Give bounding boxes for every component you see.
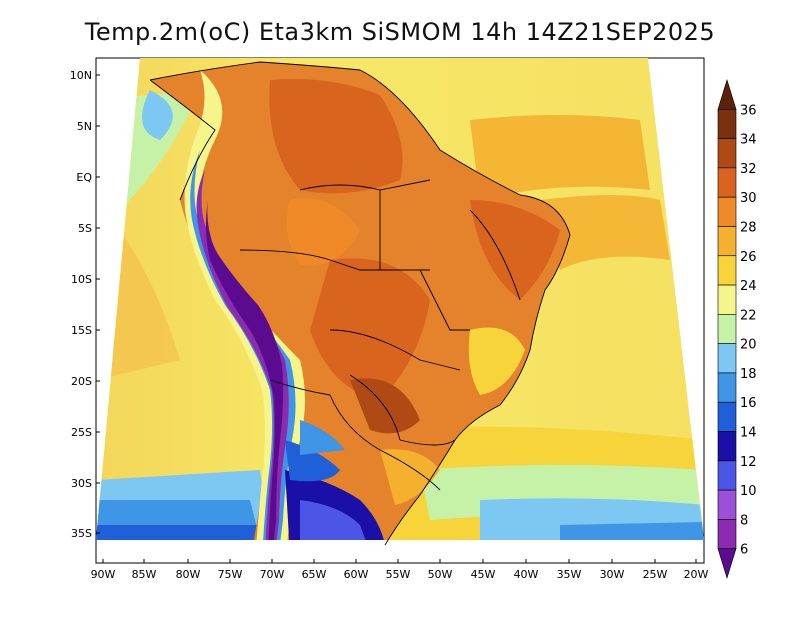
lon-label: 80W: [176, 568, 201, 581]
colorbar-label: 28: [740, 220, 757, 235]
lon-label: 75W: [218, 568, 243, 581]
lon-label: 70W: [260, 568, 285, 581]
lon-label: 55W: [386, 568, 411, 581]
lon-label: 25W: [643, 568, 668, 581]
colorbar-swatch: [717, 78, 737, 110]
temperature-field: [96, 58, 704, 540]
colorbar-label: 20: [740, 338, 757, 353]
lon-label: 30W: [600, 568, 625, 581]
colorbar-label: 6: [740, 543, 748, 558]
colorbar-swatch: [717, 167, 737, 198]
colorbar-label: 14: [740, 426, 757, 441]
longitude-axis: 90W 85W 80W 75W 70W 65W 60W 55W 50W 45W …: [91, 568, 709, 581]
lat-label: EQ: [76, 171, 92, 184]
lon-label: 50W: [428, 568, 453, 581]
colorbar-swatch: [717, 489, 737, 520]
lat-label: 5N: [77, 120, 92, 133]
colorbar-swatch: [717, 314, 737, 344]
map-title: Temp.2m(oC) Eta3km SiSMOM 14h 14Z21SEP20…: [84, 18, 716, 46]
colorbar-swatch: [717, 138, 737, 169]
lon-label: 65W: [302, 568, 327, 581]
lat-label: 15S: [71, 324, 92, 337]
colorbar-label: 34: [740, 133, 757, 148]
colorbar: 6 8 10 12 14 16 18 20 22 24 26 28 30 32 34 36: [717, 78, 757, 580]
lon-label: 60W: [344, 568, 369, 581]
colorbar-swatch: [717, 460, 737, 491]
colorbar-swatch: [717, 255, 737, 286]
colorbar-swatch: [717, 284, 737, 315]
colorbar-swatch: [717, 108, 737, 139]
lon-label: 90W: [91, 568, 116, 581]
lat-label: 35S: [71, 527, 92, 540]
colorbar-label: 10: [740, 484, 757, 499]
lon-label: 35W: [557, 568, 582, 581]
colorbar-label: 36: [740, 103, 757, 118]
colorbar-swatch: [717, 372, 737, 403]
colorbar-label: 22: [740, 308, 757, 323]
colorbar-label: 30: [740, 191, 757, 206]
colorbar-swatch: [717, 196, 737, 227]
colorbar-label: 8: [740, 513, 748, 528]
colorbar-swatch: [717, 343, 737, 374]
colorbar-label: 16: [740, 396, 757, 411]
colorbar-swatch: [717, 401, 737, 432]
colorbar-swatch: [717, 548, 737, 580]
colorbar-label: 12: [740, 455, 757, 470]
colorbar-swatch: [717, 519, 737, 550]
lat-label: 10N: [70, 69, 92, 82]
lon-label: 85W: [132, 568, 157, 581]
latitude-axis: 10N 5N EQ 5S 10S 15S 20S 25S 30S 35S: [70, 69, 93, 540]
latitude-ticks: [96, 74, 100, 534]
lat-label: 5S: [78, 222, 92, 235]
colorbar-label: 32: [740, 162, 757, 177]
lon-label: 45W: [471, 568, 496, 581]
colorbar-swatch: [717, 226, 737, 257]
colorbar-swatch: [717, 431, 737, 462]
colorbar-label: 18: [740, 367, 757, 382]
colorbar-label: 24: [740, 279, 757, 294]
country-borders: [149, 61, 571, 546]
colorbar-label: 26: [740, 250, 757, 265]
lat-label: 30S: [71, 477, 92, 490]
lon-label: 20W: [684, 568, 709, 581]
lat-label: 20S: [71, 375, 92, 388]
lat-label: 10S: [71, 273, 92, 286]
lat-label: 25S: [71, 426, 92, 439]
lon-label: 40W: [514, 568, 539, 581]
longitude-ticks: [102, 559, 697, 563]
